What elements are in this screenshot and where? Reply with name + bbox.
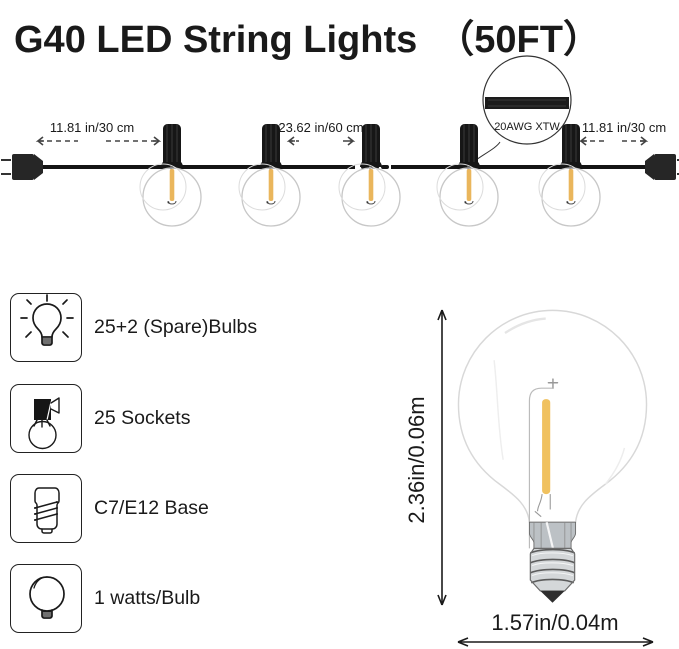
- svg-text:20AWG XTW: 20AWG XTW: [494, 121, 560, 133]
- svg-text:11.81 in/30 cm: 11.81 in/30 cm: [582, 120, 666, 135]
- svg-text:11.81 in/30 cm: 11.81 in/30 cm: [50, 120, 134, 135]
- svg-text:2.36in/0.06m: 2.36in/0.06m: [404, 396, 429, 523]
- svg-text:23.62 in/60 cm: 23.62 in/60 cm: [278, 120, 363, 135]
- svg-text:1.57in/0.04m: 1.57in/0.04m: [491, 610, 618, 635]
